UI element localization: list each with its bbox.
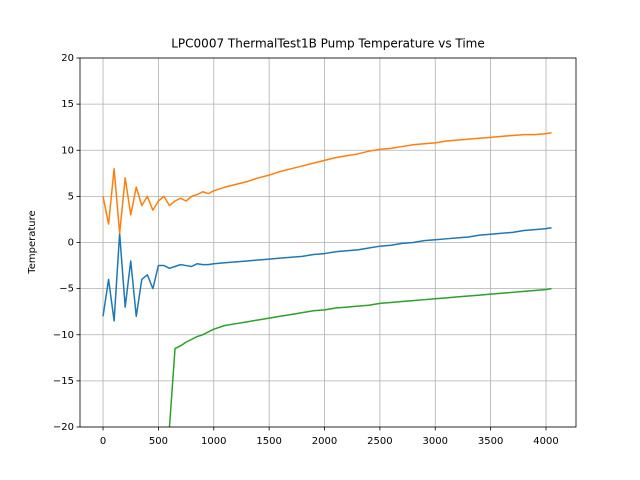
x-tick-label: 2500 bbox=[367, 436, 392, 447]
x-tick-label: 2000 bbox=[312, 436, 337, 447]
data-line bbox=[102, 131, 552, 235]
y-tick-label: −10 bbox=[53, 330, 74, 341]
data-line bbox=[168, 287, 552, 427]
y-tick-label: −5 bbox=[59, 284, 74, 295]
y-tick-label: 20 bbox=[61, 53, 74, 64]
x-tick-label: 0 bbox=[100, 436, 106, 447]
chart-title: LPC0007 ThermalTest1B Pump Temperature v… bbox=[171, 37, 485, 51]
plot-area bbox=[102, 131, 552, 427]
x-tick-label: 3500 bbox=[478, 436, 503, 447]
y-tick-label: −15 bbox=[53, 376, 74, 387]
x-tick-label: 3000 bbox=[423, 436, 448, 447]
x-tick-label: 500 bbox=[149, 436, 168, 447]
y-tick-label: 10 bbox=[61, 145, 74, 156]
data-line bbox=[102, 227, 552, 322]
plot-frame bbox=[79, 57, 577, 428]
x-tick-label: 1000 bbox=[201, 436, 226, 447]
y-tick-label: 5 bbox=[68, 191, 74, 202]
y-tick-label: 15 bbox=[61, 99, 74, 110]
y-tick-label: −20 bbox=[53, 422, 74, 433]
y-axis-label: Temperature bbox=[27, 210, 38, 274]
y-tick-label: 0 bbox=[68, 238, 74, 249]
x-tick-label: 4000 bbox=[533, 436, 558, 447]
x-tick-label: 1500 bbox=[256, 436, 281, 447]
